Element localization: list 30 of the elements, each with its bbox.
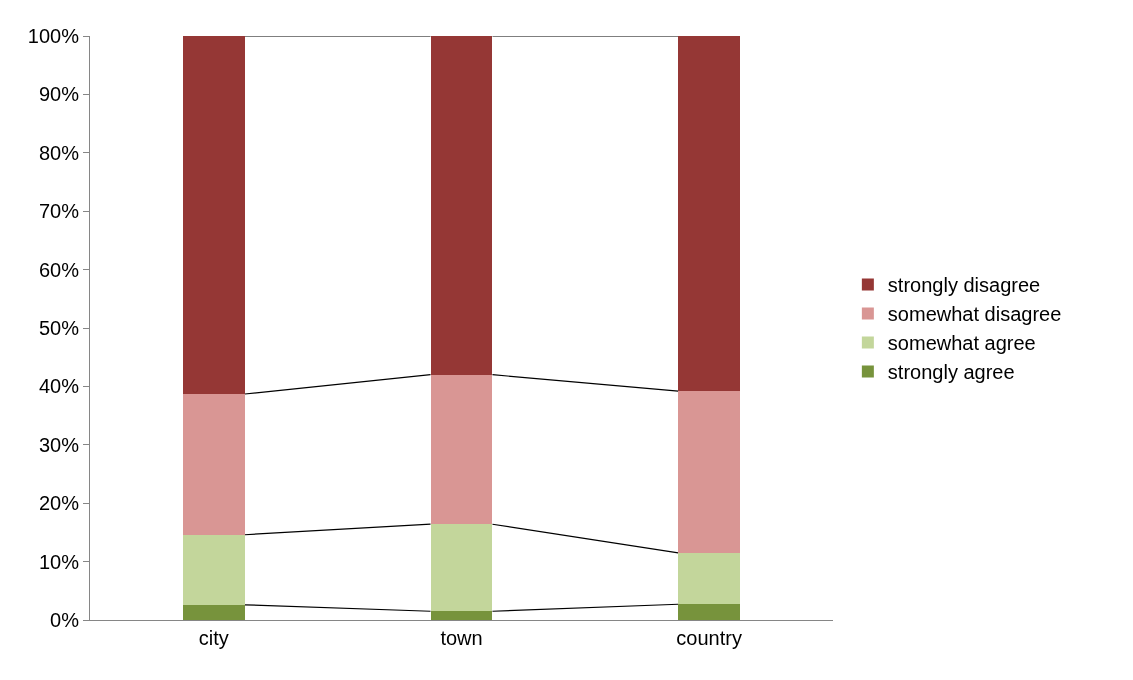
bar [430,524,493,612]
y-tick-label: 80% [38,141,80,164]
y-tick-label: 0% [50,609,80,631]
bar [430,374,493,525]
y-tick-label: 20% [38,492,80,515]
bar [678,552,741,605]
bar [182,534,245,605]
x-tick-label: city [198,627,229,649]
y-tick-label: 90% [38,83,80,106]
x-tick-label: country [676,627,742,649]
y-tick-label: 40% [38,375,80,398]
bar [678,604,741,620]
y-tick-label: 10% [38,550,80,573]
bar [182,604,245,620]
y-tick-label: 50% [38,317,80,339]
bar [678,36,741,392]
y-tick-label: 60% [38,258,80,281]
bar [430,36,493,375]
bar [678,391,741,553]
x-tick-label: town [440,627,483,649]
y-tick-label: 100% [27,25,80,47]
bar [182,36,245,394]
legend-label: strongly disagree [887,274,1041,297]
bar [182,393,245,535]
legend-label: somewhat agree [887,332,1036,355]
y-tick-label: 30% [38,433,80,456]
y-tick-label: 70% [38,200,80,223]
legend-label: somewhat disagree [887,303,1062,326]
bar [430,611,493,620]
legend-label: strongly agree [887,361,1015,384]
